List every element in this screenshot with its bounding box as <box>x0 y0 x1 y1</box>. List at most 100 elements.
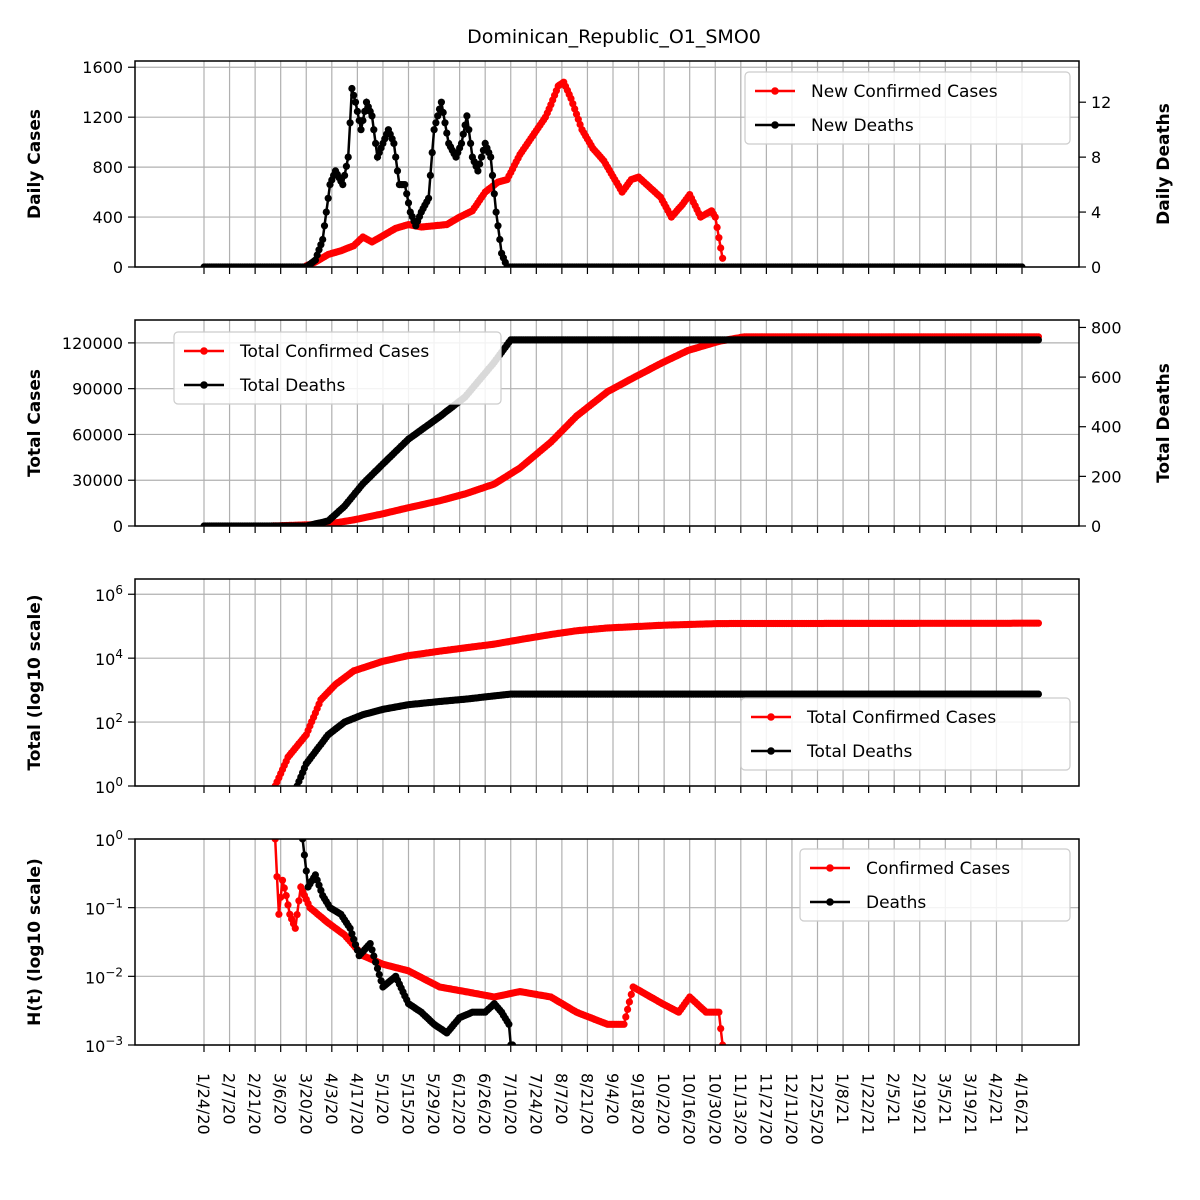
data-point <box>496 235 504 244</box>
x-tick-label: 4/2/21 <box>986 1073 1005 1125</box>
data-point <box>344 153 352 161</box>
data-point <box>357 126 365 134</box>
data-point <box>426 171 434 179</box>
panel-frame <box>134 60 1080 268</box>
legend-swatch-marker <box>767 747 775 755</box>
x-tick-label: 8/7/20 <box>552 1073 571 1125</box>
figure-title: Dominican_Republic_O1_SMO0 <box>467 26 761 48</box>
y-tick-label: 0 <box>113 258 123 277</box>
y-right-tick-label: 0 <box>1091 517 1101 536</box>
y-axis-label: Daily Cases <box>25 109 45 219</box>
x-tick-label: 2/7/20 <box>220 1073 239 1125</box>
x-tick-label: 5/1/20 <box>373 1073 392 1125</box>
legend-swatch-marker <box>767 713 775 721</box>
data-point <box>351 98 360 106</box>
y-right-axis-label: Total Deaths <box>1154 363 1174 483</box>
data-point <box>477 153 486 161</box>
legend-label: New Confirmed Cases <box>811 82 998 102</box>
panel-4: 1/24/20 2/7/20 2/21/20 3/6/20 3/20/20 4/3/20 4… <box>25 828 1080 1145</box>
panel-1: 0 400 800 1200 1600 0 4 8 12 Daily Deaths Daily Ca… <box>25 58 1174 277</box>
data-point <box>627 990 635 999</box>
data-point <box>715 234 723 242</box>
data-point <box>509 1041 517 1045</box>
data-point <box>622 1013 630 1021</box>
data-point <box>487 153 495 161</box>
data-point <box>441 119 449 127</box>
panel-2: 0 30000 60000 90000 120000 0 200 400 600 800 Total… <box>25 318 1174 536</box>
series-markers-confirmed <box>271 839 727 1045</box>
data-point <box>346 924 354 932</box>
data-point <box>339 181 347 189</box>
y-tick-label: 400 <box>92 208 123 227</box>
data-point <box>375 971 383 979</box>
x-tick-label: 2/21/20 <box>245 1073 264 1135</box>
data-point <box>284 901 292 909</box>
x-tick-label: 9/4/20 <box>603 1073 622 1125</box>
data-point <box>366 940 374 948</box>
data-point <box>476 160 484 168</box>
data-point <box>711 213 719 221</box>
data-point <box>717 244 725 252</box>
data-point <box>372 958 380 966</box>
data-point <box>280 884 288 892</box>
data-point <box>490 190 498 198</box>
y-right-axis-label: Daily Deaths <box>1154 103 1174 225</box>
y-tick-label: 10−3 <box>85 1034 123 1056</box>
x-tick-label: 9/18/20 <box>629 1073 648 1135</box>
series-group <box>200 78 1026 267</box>
data-point <box>348 84 356 93</box>
data-point <box>425 194 433 202</box>
data-point <box>390 139 398 147</box>
legend-label: Confirmed Cases <box>866 859 1010 879</box>
x-tick-label: 12/11/20 <box>782 1073 801 1145</box>
data-point <box>465 126 473 134</box>
y-right-tick-label: 800 <box>1091 318 1122 337</box>
x-tick-label: 1/8/21 <box>833 1073 852 1125</box>
data-point <box>368 946 376 954</box>
y-right-tick-label: 4 <box>1091 203 1101 222</box>
panel-frame <box>134 838 1080 1046</box>
x-tick-label: 5/15/20 <box>399 1073 418 1135</box>
y-axis-label: Total (log10 scale) <box>25 594 45 770</box>
data-point <box>373 964 382 973</box>
data-point <box>372 139 380 147</box>
legend-label: Deaths <box>866 893 926 913</box>
data-point <box>443 129 451 137</box>
y-tick-label: 106 <box>95 583 123 605</box>
y-tick-label: 800 <box>92 158 123 177</box>
data-point <box>300 851 308 859</box>
data-point <box>1034 336 1042 344</box>
data-point <box>719 1041 727 1045</box>
x-tick-label: 12/25/20 <box>808 1073 827 1145</box>
series-markers-deaths <box>293 690 1042 786</box>
panel-frame <box>134 578 1080 787</box>
series-markers-confirmed <box>271 619 1042 786</box>
x-tick-label: 6/26/20 <box>475 1073 494 1135</box>
data-point <box>1018 263 1026 267</box>
panel-3: 100 102 104 106 Total (log10 scale) Total Con… <box>25 578 1080 797</box>
data-point <box>282 892 290 900</box>
x-tick-label: 7/10/20 <box>501 1073 520 1135</box>
panel-frame <box>134 319 1080 527</box>
x-tick-label: 4/17/20 <box>347 1073 366 1135</box>
data-point <box>341 171 349 179</box>
x-tick-label: 11/13/20 <box>731 1073 750 1145</box>
legend-label: Total Deaths <box>239 376 346 396</box>
legend-swatch-marker <box>771 121 779 129</box>
legend-swatch-marker <box>200 381 208 389</box>
x-tick-label: 6/12/20 <box>450 1073 469 1135</box>
x-tick-label: 1/24/20 <box>194 1073 213 1135</box>
data-point <box>488 171 497 179</box>
legend-swatch-marker <box>826 864 834 872</box>
data-point <box>719 254 727 262</box>
data-point <box>277 893 285 901</box>
data-point <box>273 873 281 881</box>
data-point <box>492 208 500 216</box>
series-group <box>271 619 1042 786</box>
legend-swatch-marker <box>771 87 779 95</box>
y-right-tick-label: 200 <box>1091 467 1122 486</box>
data-point <box>271 839 279 843</box>
data-point <box>392 153 400 161</box>
series-group <box>200 333 1042 526</box>
series-group <box>271 839 727 1045</box>
